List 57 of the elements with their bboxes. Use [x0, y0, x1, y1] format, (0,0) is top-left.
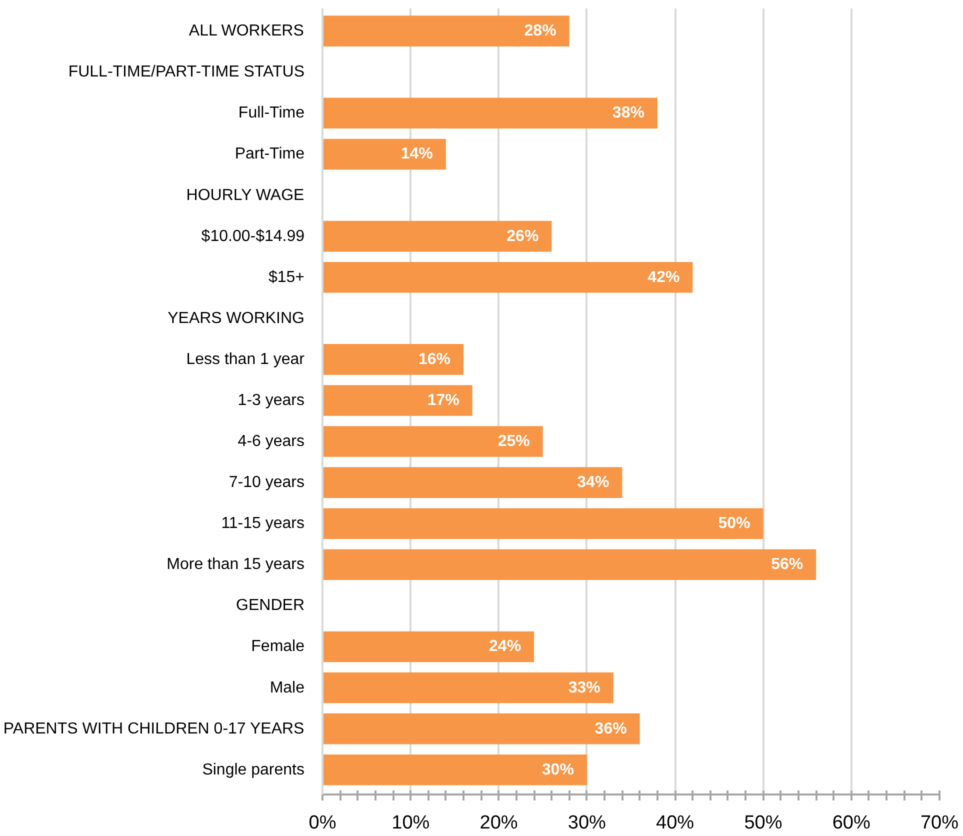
data-label: 16% — [418, 350, 451, 368]
bar — [322, 426, 543, 457]
data-label: 30% — [542, 761, 574, 778]
x-tick-label: 50% — [744, 812, 782, 834]
data-label: 50% — [718, 515, 750, 532]
y-tick-label: 4-6 years — [238, 433, 305, 450]
y-tick-label: ALL WORKERS — [188, 22, 304, 40]
y-tick-label: Less than 1 year — [186, 350, 306, 368]
bar — [322, 754, 587, 786]
y-tick-label: Part-Time — [234, 146, 305, 163]
bar — [322, 631, 534, 662]
y-tick-label: PARENTS WITH CHILDREN 0-17 YEARS — [3, 720, 304, 738]
bar — [322, 508, 764, 539]
bar — [322, 549, 816, 580]
y-tick-label: GENDER — [236, 597, 304, 614]
y-tick-label: $10.00-$14.99 — [201, 228, 305, 245]
x-tick-label: 70% — [920, 812, 959, 834]
y-tick-label: 11-15 years — [221, 515, 305, 532]
y-tick-label: Female — [251, 638, 305, 656]
data-label: 26% — [506, 228, 539, 245]
x-tick-label: 0% — [308, 812, 336, 834]
y-tick-label: FULL-TIME/PART-TIME STATUS — [68, 64, 305, 81]
bar — [322, 467, 622, 498]
y-tick-label: YEARS WORKING — [168, 310, 304, 327]
bar — [322, 16, 570, 46]
y-tick-label: Single parents — [202, 761, 305, 778]
bar — [322, 385, 472, 416]
data-label: 56% — [771, 556, 804, 574]
y-tick-label: HOURLY WAGE — [186, 186, 304, 204]
data-label: 34% — [577, 474, 610, 492]
x-tick-label: 30% — [568, 812, 606, 834]
x-tick-label: 10% — [392, 812, 430, 834]
data-label: 14% — [400, 146, 433, 163]
bar — [322, 98, 658, 129]
y-tick-label: $15+ — [268, 268, 305, 286]
bar — [322, 262, 693, 293]
x-tick-label: 60% — [832, 812, 870, 834]
data-label: 17% — [427, 392, 460, 409]
x-tick-label: 20% — [480, 812, 518, 834]
data-label: 36% — [594, 720, 627, 738]
data-label: 38% — [612, 104, 644, 122]
bar — [322, 713, 640, 744]
bar — [322, 672, 614, 704]
x-tick-label: 40% — [656, 812, 694, 834]
data-label: 33% — [568, 679, 600, 696]
data-label: 42% — [648, 268, 680, 286]
y-tick-label: More than 15 years — [166, 556, 305, 574]
y-tick-label: 1-3 years — [238, 392, 305, 409]
y-tick-label: 7-10 years — [228, 474, 304, 492]
y-tick-label: Full-Time — [238, 104, 305, 122]
bar — [322, 138, 446, 170]
bar — [322, 220, 552, 252]
data-label: 28% — [524, 22, 556, 40]
data-label: 25% — [498, 433, 530, 450]
data-label: 24% — [489, 638, 522, 656]
bar — [322, 344, 464, 375]
y-tick-label: Male — [270, 679, 305, 696]
